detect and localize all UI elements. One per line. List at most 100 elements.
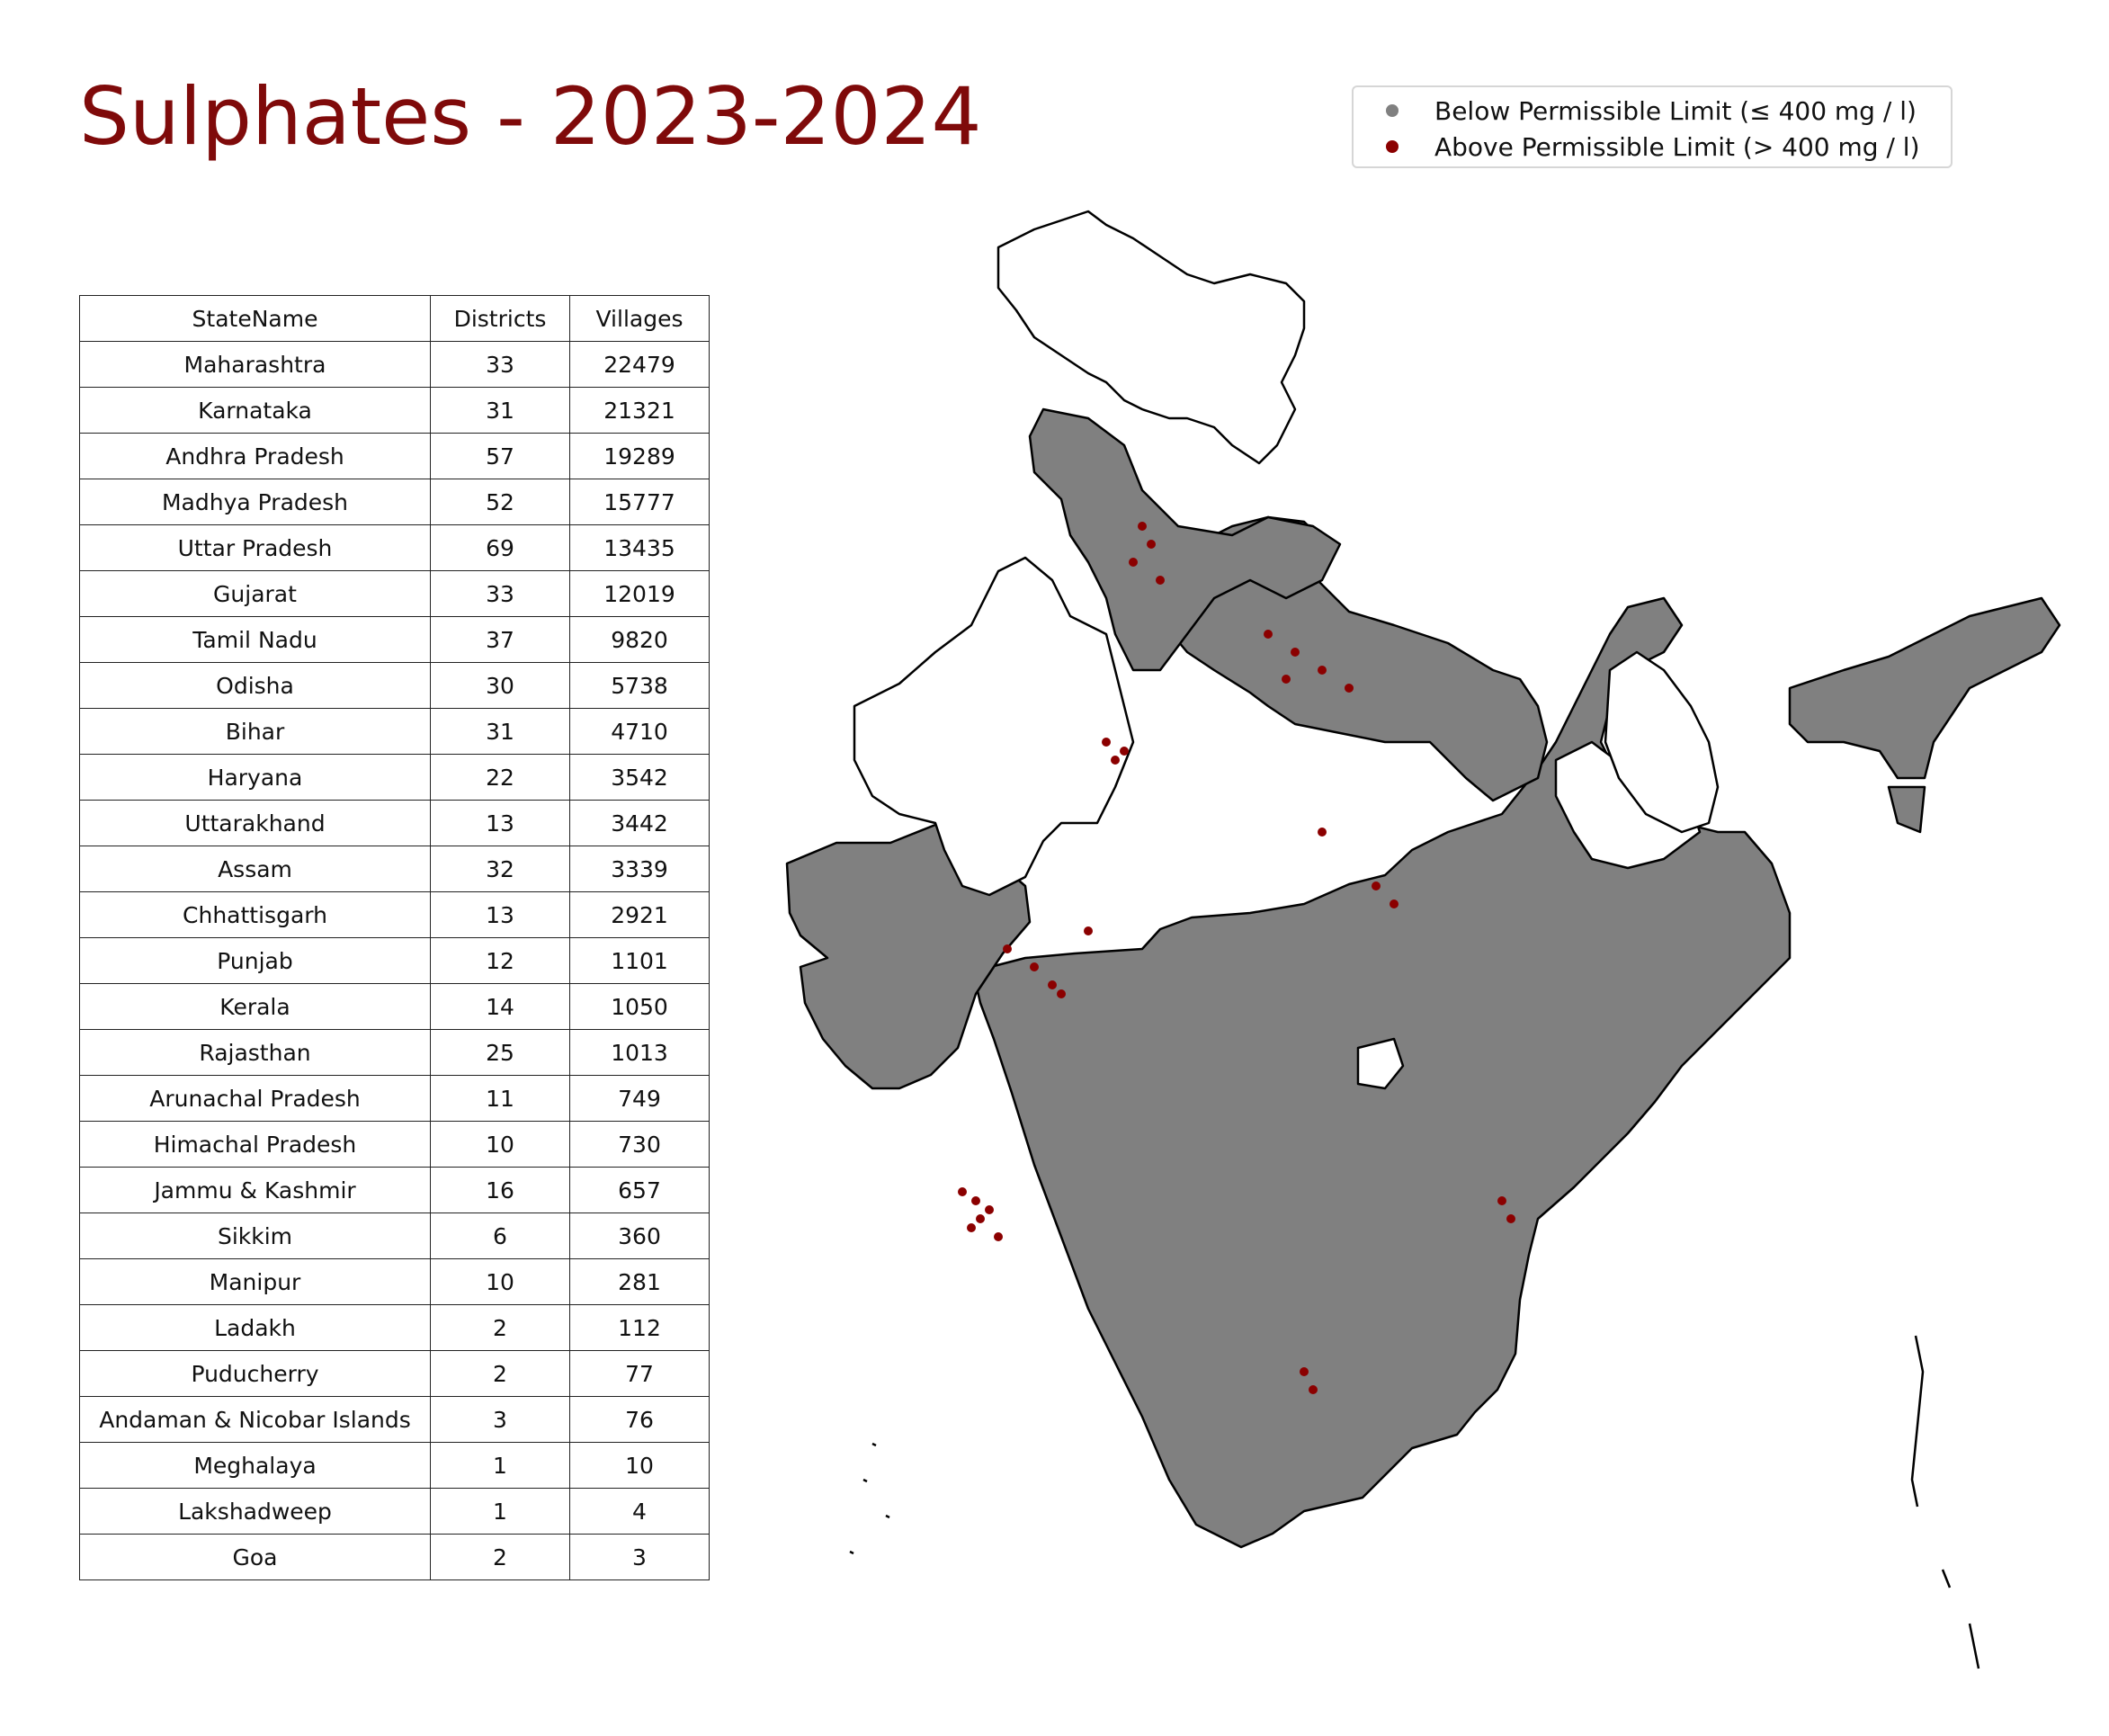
legend-dot-below-icon (1386, 104, 1399, 117)
northwest-hills-region (1028, 407, 1342, 672)
legend-label-above: Above Permissible Limit (> 400 mg / l) (1434, 131, 1920, 162)
gangetic-region (1154, 515, 1549, 802)
cell-districts: 69 (430, 524, 570, 571)
india-map (785, 210, 2061, 1669)
cell-villages: 3 (569, 1534, 710, 1580)
manipur-region (1887, 785, 1926, 834)
cell-districts: 32 (430, 846, 570, 892)
cell-villages: 1050 (569, 983, 710, 1030)
table-row: Ladakh 2 112 (79, 1304, 710, 1351)
cell-statename: Puducherry (79, 1350, 431, 1397)
table-row: Rajasthan 25 1013 (79, 1029, 710, 1076)
cell-villages: 13435 (569, 524, 710, 571)
legend: Below Permissible Limit (≤ 400 mg / l) A… (1352, 85, 1953, 168)
table-row: Maharashtra 33 22479 (79, 341, 710, 388)
above-limit-point (1291, 648, 1300, 657)
legend-dot-above-icon (1386, 140, 1399, 153)
cell-villages: 15777 (569, 479, 710, 525)
legend-item-below: Below Permissible Limit (≤ 400 mg / l) (1354, 94, 1917, 127)
cell-statename: Chhattisgarh (79, 891, 431, 938)
cell-districts: 31 (430, 387, 570, 434)
cell-districts: 31 (430, 708, 570, 755)
above-limit-point (1048, 980, 1057, 989)
table-row: Madhya Pradesh 52 15777 (79, 479, 710, 525)
table-row: Tamil Nadu 37 9820 (79, 616, 710, 663)
cell-villages: 730 (569, 1121, 710, 1168)
cell-districts: 25 (430, 1029, 570, 1076)
cell-statename: Ladakh (79, 1304, 431, 1351)
cell-districts: 1 (430, 1442, 570, 1489)
above-limit-point (1138, 522, 1147, 531)
table-row: Uttar Pradesh 69 13435 (79, 524, 710, 571)
cell-statename: Sikkim (79, 1213, 431, 1259)
above-limit-point (1084, 926, 1093, 935)
cell-statename: Kerala (79, 983, 431, 1030)
cell-districts: 30 (430, 662, 570, 709)
cell-villages: 19289 (569, 433, 710, 479)
table-row: Gujarat 33 12019 (79, 570, 710, 617)
nicobar-islands (1941, 1569, 1980, 1669)
cell-districts: 2 (430, 1534, 570, 1580)
table-row: Punjab 12 1101 (79, 937, 710, 984)
table-row: Himachal Pradesh 10 730 (79, 1121, 710, 1168)
above-limit-point (971, 1196, 980, 1205)
above-limit-point (1318, 828, 1327, 837)
cell-villages: 10 (569, 1442, 710, 1489)
table-row: Uttarakhand 13 3442 (79, 800, 710, 846)
above-limit-point (1156, 576, 1165, 585)
lakshadweep-islands (849, 1442, 890, 1555)
cell-villages: 12019 (569, 570, 710, 617)
above-limit-point (1120, 747, 1129, 756)
above-limit-point (1282, 675, 1291, 684)
cell-statename: Uttar Pradesh (79, 524, 431, 571)
table-row: Lakshadweep 1 4 (79, 1488, 710, 1535)
cell-villages: 281 (569, 1258, 710, 1305)
above-limit-point (967, 1223, 976, 1232)
table-row: Meghalaya 1 10 (79, 1442, 710, 1489)
andaman-islands (1910, 1335, 1925, 1508)
ladakh-outline (996, 210, 1306, 465)
above-limit-point (1129, 558, 1138, 567)
cell-districts: 2 (430, 1350, 570, 1397)
cell-districts: 10 (430, 1258, 570, 1305)
cell-statename: Punjab (79, 937, 431, 984)
cell-statename: Rajasthan (79, 1029, 431, 1076)
above-limit-point (1309, 1385, 1318, 1394)
cell-statename: Gujarat (79, 570, 431, 617)
cell-statename: Meghalaya (79, 1442, 431, 1489)
cell-villages: 5738 (569, 662, 710, 709)
cell-districts: 1 (430, 1488, 570, 1535)
cell-statename: Karnataka (79, 387, 431, 434)
table-row: Karnataka 31 21321 (79, 387, 710, 434)
cell-statename: Andhra Pradesh (79, 433, 431, 479)
state-summary-table: StateName Districts Villages Maharashtra… (79, 295, 710, 1580)
table-row: Arunachal Pradesh 11 749 (79, 1075, 710, 1122)
cell-districts: 16 (430, 1167, 570, 1213)
cell-districts: 52 (430, 479, 570, 525)
telangana-patch (1356, 1037, 1405, 1090)
header-districts: Districts (430, 295, 570, 342)
above-limit-point (1111, 756, 1120, 765)
cell-villages: 77 (569, 1350, 710, 1397)
cell-statename: Manipur (79, 1258, 431, 1305)
cell-statename: Assam (79, 846, 431, 892)
table-row: Assam 32 3339 (79, 846, 710, 892)
map-title: Sulphates - 2023-2024 (79, 70, 982, 163)
table-row: Kerala 14 1050 (79, 983, 710, 1030)
table-row: Goa 2 3 (79, 1534, 710, 1580)
above-limit-point (1264, 630, 1273, 639)
unmonitored-layer (853, 210, 1720, 1090)
cell-villages: 9820 (569, 616, 710, 663)
above-limit-point (976, 1214, 985, 1223)
cell-villages: 3542 (569, 754, 710, 801)
cell-districts: 10 (430, 1121, 570, 1168)
cell-villages: 76 (569, 1396, 710, 1443)
above-limit-point (985, 1205, 994, 1214)
above-limit-point (1345, 684, 1354, 693)
table-row: Chhattisgarh 13 2921 (79, 891, 710, 938)
above-limit-point (1372, 881, 1381, 890)
cell-statename: Odisha (79, 662, 431, 709)
cell-villages: 3339 (569, 846, 710, 892)
cell-districts: 33 (430, 570, 570, 617)
cell-districts: 22 (430, 754, 570, 801)
